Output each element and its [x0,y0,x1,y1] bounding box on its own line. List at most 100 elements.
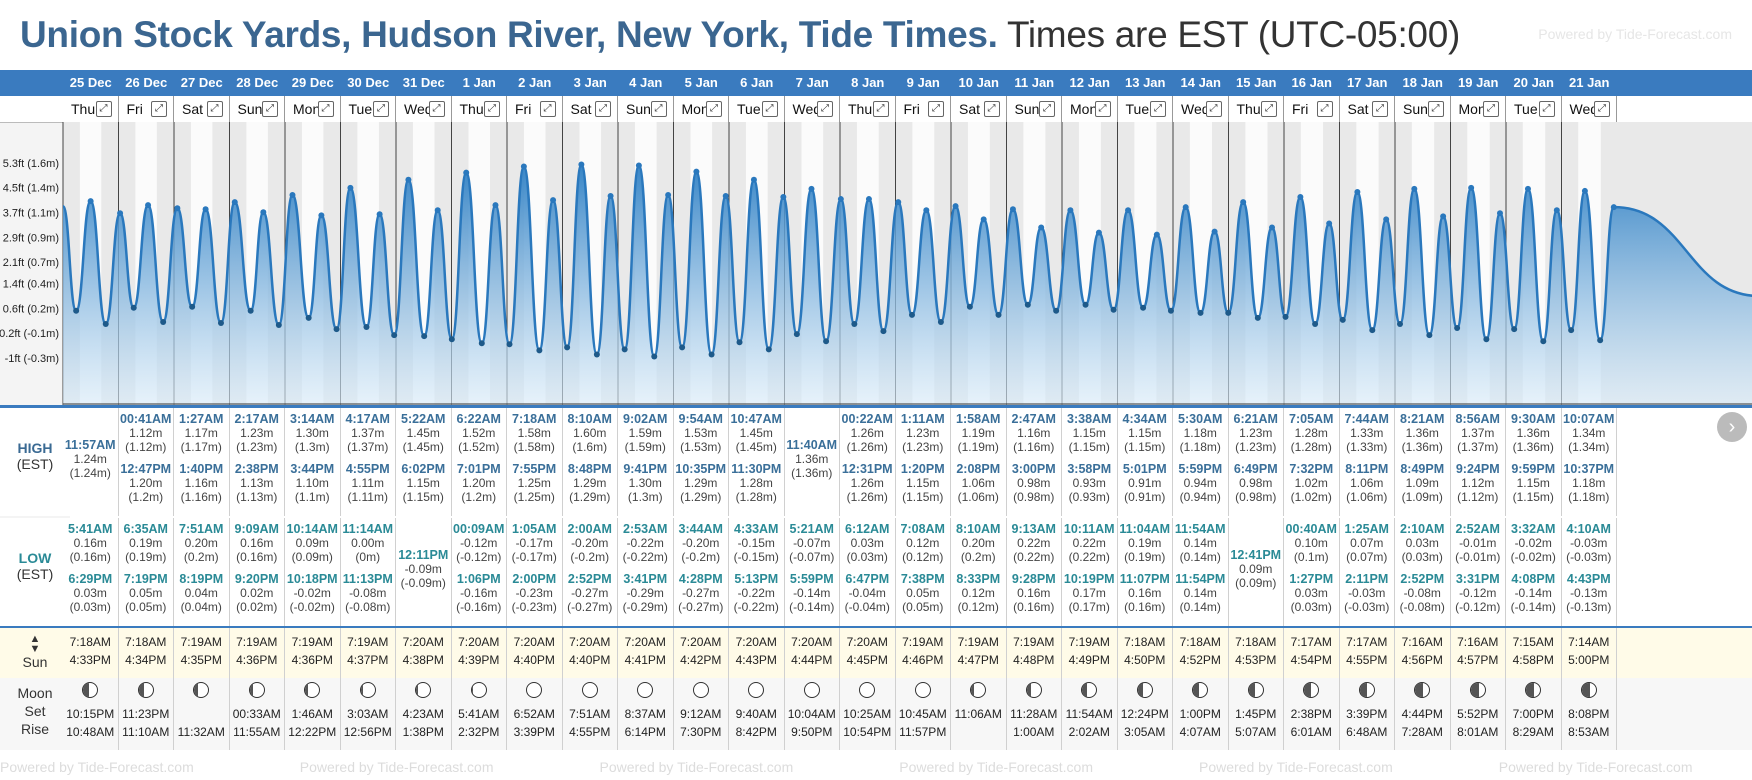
moon-row-label: Moon Set Rise [17,685,53,737]
expand-icon[interactable]: ⤢ [761,101,778,117]
expand-icon[interactable]: ⤢ [650,101,667,117]
expand-icon[interactable]: ⤢ [928,101,944,117]
high-tide-height: 1.37m [351,426,385,440]
expand-icon[interactable]: ⤢ [484,101,500,117]
expand-icon[interactable]: ⤢ [539,101,556,117]
expand-icon[interactable]: ⤢ [1594,101,1610,117]
expand-icon[interactable]: ⤢ [1150,101,1166,117]
moon-cell: 11:23PM 11:10AM [119,678,174,750]
high-tide-time: 5:22AM [401,412,446,426]
low-tide-point [651,353,658,360]
high-tide-height-alt: (1.16m) [1013,440,1055,454]
sunset-time: 4:53PM [1235,653,1277,667]
high-tide-point [693,168,700,175]
low-tide-cell: 7:51AM 0.20m (0.2m) 8:19PM 0.04m (0.04m) [174,518,230,626]
expand-icon[interactable]: ⤢ [1483,101,1499,117]
low-tide-height: 0.09m [1239,562,1273,576]
date-label: 5 Jan [684,75,718,90]
weekday-label: Mon [293,101,321,117]
expand-icon[interactable]: ⤢ [983,101,1000,117]
moon-times: 10:04AM 9:50PM [785,705,840,741]
moon-cell: 10:45AM 11:57PM [896,678,951,750]
date-label: 3 Jan [573,75,607,90]
expand-icon[interactable]: ⤢ [595,101,611,117]
low-tide-height: 0.05m [129,586,163,600]
low-tide-point [305,314,312,321]
moon-cell: 10:04AM 9:50PM [785,678,840,750]
weekday-cell: Sun ⤢ [618,96,674,122]
low-tide-time: 5:59PM [789,572,834,586]
high-tide-height: 1.36m [1405,426,1439,440]
moonset-time [174,705,229,723]
expand-icon[interactable]: ⤢ [373,101,389,117]
low-tide-height-alt: (0.1m) [1293,550,1329,564]
expand-icon[interactable]: ⤢ [206,101,223,117]
low-tide-height: -0.20m [571,536,609,550]
expand-icon[interactable]: ⤢ [872,101,889,117]
expand-icon[interactable]: ⤢ [1316,101,1333,117]
weekday-label: Sun [1403,101,1428,117]
spacer [119,564,174,572]
high-tide-height: 1.20m [129,476,163,490]
moon-cell: 5:52PM 8:01AM [1451,678,1506,750]
low-tide-point [189,303,196,310]
moonrise-time: 12:22PM [288,725,337,739]
scroll-right-button[interactable]: › [1717,412,1747,442]
high-tide-point [923,207,930,214]
expand-icon[interactable]: ⤢ [706,101,722,117]
weekday-cell: Mon ⤢ [285,96,341,122]
expand-icon[interactable]: ⤢ [1205,101,1222,117]
expand-icon[interactable]: ⤢ [262,101,278,117]
sunset-time: 4:40PM [569,653,611,667]
sunset-time: 4:56PM [1401,653,1443,667]
expand-icon[interactable]: ⤢ [1261,101,1277,117]
moon-cell: 11:28AM 1:00AM [1007,678,1062,750]
low-tide-height-alt: (0.2m) [960,550,996,564]
spacer [1451,564,1506,572]
low-tide-time: 1:27PM [1289,572,1334,586]
weekday-label: Wed [792,101,822,117]
moon-shadow [138,683,144,697]
sun-cell: 7:19AM 4:49PM [1062,628,1118,678]
moonrise-time: 11:10AM [122,725,170,739]
expand-icon[interactable]: ⤢ [317,101,334,117]
date-label: 28 Dec [236,75,279,90]
expand-icon[interactable]: ⤢ [95,101,112,117]
high-tide-point [1468,184,1475,191]
expand-icon[interactable]: ⤢ [817,101,833,117]
sunrise-time: 7:16AM [1457,635,1499,649]
y-axis-label: 4.5ft (1.4m) [3,183,59,195]
high-tide-height-alt: (1.26m) [846,440,888,454]
high-tide-height-alt: (1.09m) [1401,490,1443,504]
high-tide-height: 1.58m [517,426,551,440]
spacer [396,454,451,462]
high-tide-point [1610,204,1617,211]
high-tide-point [1581,187,1588,194]
low-tide-point [564,344,571,351]
moon-shadow [971,683,975,697]
high-tide-time: 10:47AM [730,412,782,426]
weekday-label: Mon [1458,101,1486,117]
high-tide-time: 7:18AM [512,412,557,426]
expand-icon[interactable]: ⤢ [1427,101,1444,117]
expand-icon[interactable]: ⤢ [1039,101,1055,117]
low-tide-point [793,331,800,338]
weekday-label: Fri [515,101,532,117]
moon-shadow [305,683,308,697]
expand-icon[interactable]: ⤢ [1538,101,1555,117]
high-tide-cell: 3:38AM 1.15m (1.15m) 3:58PM 0.93m (0.93m) [1062,408,1118,516]
high-tide-time: 4:55PM [345,462,390,476]
high-row-label: HIGH (EST) [16,440,54,472]
weekday-label: Sun [237,101,263,117]
low-tide-point [536,347,543,354]
high-tide-height: 0.98m [1239,476,1273,490]
expand-icon[interactable]: ⤢ [428,101,445,117]
low-tide-height: 0.22m [1072,536,1106,550]
high-tide-height-alt: (1.36m) [791,466,833,480]
expand-icon[interactable]: ⤢ [151,101,167,117]
low-tide-time: 6:29PM [68,572,113,586]
low-tide-height-alt: (-0.12m) [456,550,502,564]
expand-icon[interactable]: ⤢ [1372,101,1388,117]
expand-icon[interactable]: ⤢ [1094,101,1111,117]
sun-cell: 7:18AM 4:50PM [1118,628,1173,678]
